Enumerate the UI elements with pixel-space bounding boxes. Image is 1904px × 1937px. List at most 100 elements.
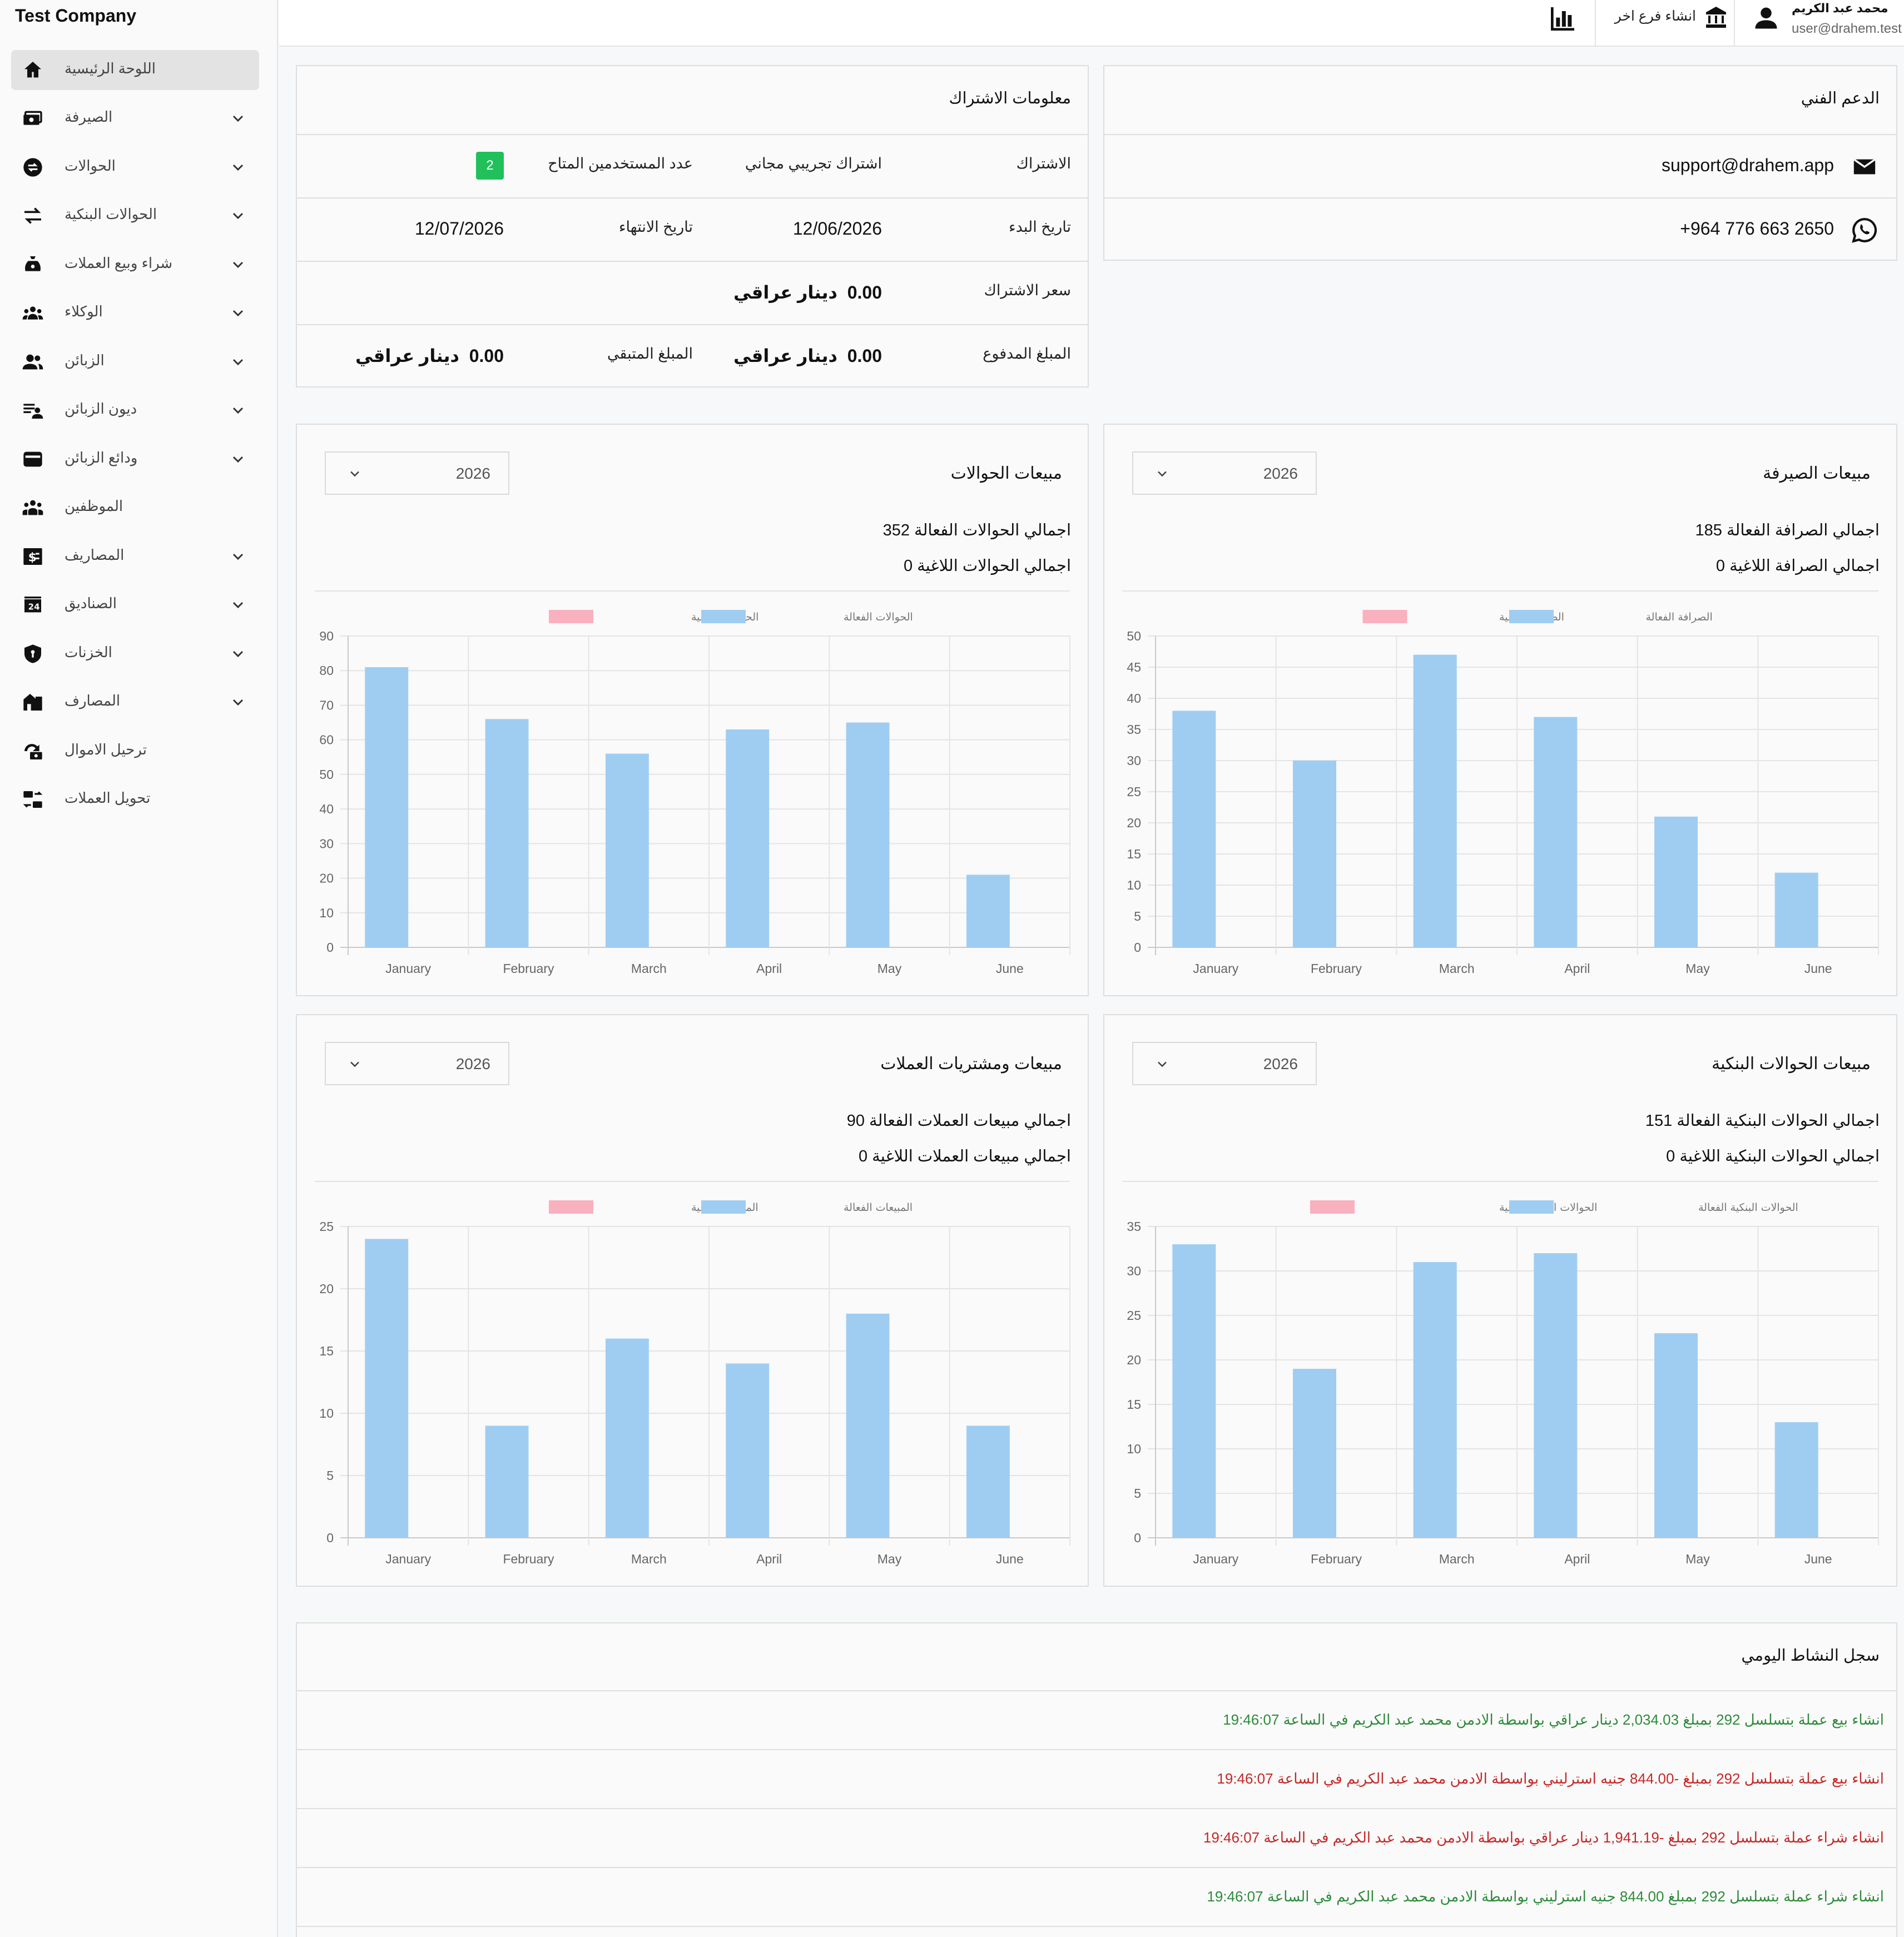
x-tick-label: June: [996, 961, 1024, 976]
sidebar-item[interactable]: ترحيل الاموال: [11, 731, 259, 771]
chart-divider: [1122, 590, 1878, 592]
chevron-down-icon[interactable]: [229, 158, 247, 176]
chevron-down-icon[interactable]: [229, 596, 247, 614]
legend-label-active[interactable]: الحوالات البنكية الفعالة: [1698, 1201, 1798, 1214]
bar-active[interactable]: [1293, 1369, 1336, 1538]
bar-active[interactable]: [726, 1363, 770, 1538]
legend-swatch-active[interactable]: [701, 610, 746, 623]
bar-active[interactable]: [485, 1426, 529, 1538]
x-tick-label: April: [756, 961, 782, 976]
bar-active[interactable]: [365, 667, 409, 947]
legend-label-active[interactable]: الحوالات الفعالة: [844, 611, 913, 623]
legend-label-active[interactable]: المبيعات الفعالة: [844, 1201, 913, 1214]
stat-cancelled: اجمالي مبيعات العملات اللاغية 0: [858, 1148, 1071, 1165]
sidebar-item[interactable]: الخزنات: [11, 634, 259, 674]
new-branch-label: انشاء فرع اخر: [1614, 8, 1696, 24]
subscription-card-header: معلومات الاشتراك: [297, 66, 1088, 135]
year-select-value: 2026: [455, 1055, 490, 1072]
support-phone-row[interactable]: +964 776 663 2650: [1104, 198, 1896, 262]
sidebar-item-label: ديون الزبائن: [65, 400, 137, 417]
x-tick-label: March: [1439, 961, 1475, 976]
bar-active[interactable]: [846, 722, 890, 947]
bar-active[interactable]: [1654, 1333, 1698, 1538]
chevron-down-icon[interactable]: [229, 304, 247, 322]
x-tick-label: May: [877, 1552, 902, 1566]
sidebar-item[interactable]: اللوحة الرئيسية: [11, 50, 259, 90]
sidebar-item[interactable]: الحوالات: [11, 147, 259, 187]
bar-chart: المبيعات اللاغيةالمبيعات الفعالة05101520…: [319, 1200, 1070, 1566]
bar-active[interactable]: [1774, 872, 1818, 947]
support-email[interactable]: support@drahem.app: [1662, 155, 1834, 175]
bar-active[interactable]: [485, 719, 529, 947]
sidebar-item-label: شراء وبيع العملات: [65, 255, 173, 271]
sidebar-item[interactable]: الموظفين: [11, 488, 259, 528]
sidebar-item[interactable]: ودائع الزبائن: [11, 439, 259, 479]
chevron-down-icon[interactable]: [229, 110, 247, 127]
x-tick-label: May: [1685, 961, 1710, 976]
bar-chart: الصرافة اللاغيةالصرافة الفعالة0510152025…: [1127, 610, 1879, 976]
sidebar-item[interactable]: الصيرفة: [11, 98, 259, 138]
bar-active[interactable]: [1413, 1262, 1457, 1538]
year-select[interactable]: 2026: [1132, 1042, 1317, 1085]
reports-button[interactable]: [1540, 0, 1580, 47]
x-tick-label: April: [1564, 961, 1590, 976]
sidebar-item[interactable]: المصارف: [11, 682, 259, 722]
person-icon: [1755, 7, 1777, 29]
bar-active[interactable]: [605, 1338, 649, 1538]
subscription-price-row: سعر الاشتراك 0.00 دينار عراقي: [297, 262, 1088, 325]
legend-swatch-active[interactable]: [1509, 1200, 1554, 1214]
legend-swatch-cancelled[interactable]: [1362, 610, 1407, 623]
bar-active[interactable]: [1534, 1253, 1578, 1538]
chevron-down-icon[interactable]: [229, 548, 247, 565]
support-phone[interactable]: +964 776 663 2650: [1680, 218, 1834, 239]
year-select[interactable]: 2026: [1132, 451, 1317, 495]
bar-active[interactable]: [966, 1426, 1010, 1538]
sidebar-item[interactable]: تحويل العملات: [11, 779, 259, 820]
year-select-value: 2026: [1263, 1055, 1298, 1072]
bar-active[interactable]: [365, 1239, 409, 1538]
chevron-down-icon[interactable]: [229, 256, 247, 274]
sidebar-item[interactable]: $ المصاريف: [11, 537, 259, 577]
chevron-down-icon[interactable]: [229, 693, 247, 711]
legend-swatch-active[interactable]: [1509, 610, 1554, 623]
shield-icon: [20, 642, 46, 666]
legend-swatch-active[interactable]: [701, 1200, 746, 1214]
legend-swatch-cancelled[interactable]: [1310, 1200, 1355, 1214]
sidebar-item[interactable]: 24 الصناديق: [11, 585, 259, 625]
legend-label-active[interactable]: الصرافة الفعالة: [1646, 611, 1713, 623]
sidebar-item[interactable]: الزبائن: [11, 342, 259, 382]
activity-log-title: سجل النشاط اليومي: [1741, 1647, 1880, 1665]
home-icon: [20, 58, 46, 82]
chevron-down-icon[interactable]: [229, 450, 247, 468]
legend-swatch-cancelled[interactable]: [549, 1200, 593, 1214]
legend-swatch-cancelled[interactable]: [549, 610, 593, 623]
chevron-down-icon[interactable]: [229, 645, 247, 663]
bar-active[interactable]: [1172, 711, 1216, 947]
bar-active[interactable]: [726, 729, 770, 947]
chevron-down-icon[interactable]: [229, 353, 247, 371]
chevron-down-icon[interactable]: [229, 401, 247, 419]
sidebar-item[interactable]: الحوالات البنكية: [11, 196, 259, 236]
chevron-down-icon[interactable]: [229, 207, 247, 225]
bar-active[interactable]: [1293, 761, 1336, 947]
bar-active[interactable]: [605, 753, 649, 947]
bar-active[interactable]: [1413, 654, 1457, 947]
year-select[interactable]: 2026: [325, 451, 509, 495]
bar-active[interactable]: [1172, 1244, 1216, 1538]
support-email-row[interactable]: support@drahem.app: [1104, 135, 1896, 198]
bar-active[interactable]: [846, 1313, 890, 1538]
activity-log-card: سجل النشاط اليومي انشاء بيع عملة بتسلسل …: [296, 1622, 1897, 1937]
bar-active[interactable]: [1654, 816, 1698, 947]
bar-active[interactable]: [1534, 717, 1578, 947]
sidebar-item[interactable]: ديون الزبائن: [11, 390, 259, 430]
subscription-card: معلومات الاشتراك الاشتراك اشتراك تجريبي …: [296, 65, 1089, 388]
sidebar-item[interactable]: الوكلاء: [11, 293, 259, 333]
bar-active[interactable]: [1774, 1422, 1818, 1538]
user-menu[interactable]: محمد عبد الكريم user@drahem.test: [1741, 0, 1904, 47]
y-tick-label: 0: [1134, 940, 1141, 955]
bar-active[interactable]: [966, 875, 1010, 947]
sidebar-item[interactable]: شراء وبيع العملات: [11, 245, 259, 285]
year-select[interactable]: 2026: [325, 1042, 509, 1085]
new-branch-button[interactable]: انشاء فرع اخر: [1603, 0, 1731, 47]
user-email: user@drahem.test: [1792, 21, 1902, 36]
